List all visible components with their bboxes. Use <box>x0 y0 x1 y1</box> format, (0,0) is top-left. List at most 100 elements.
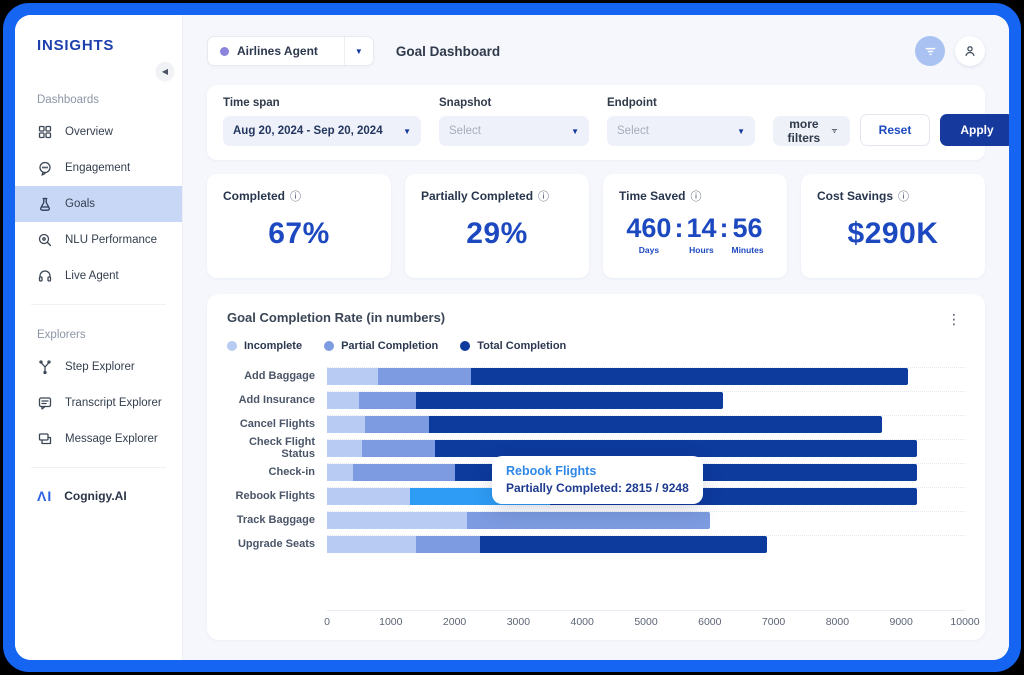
info-icon[interactable]: ⓘ <box>690 191 702 203</box>
category-label: Rebook Flights <box>235 490 315 502</box>
bar-segment-total-completion[interactable] <box>480 535 768 553</box>
x-axis-tick: 8000 <box>825 616 850 628</box>
category-label: Upgrade Seats <box>237 538 315 550</box>
sidebar-item-cognigy[interactable]: ΛI Cognigy.AI <box>15 478 182 514</box>
colon: : <box>719 213 729 243</box>
bar-segment-incomplete[interactable] <box>327 535 417 553</box>
bar-segment-incomplete[interactable] <box>327 415 366 433</box>
x-axis-tick: 5000 <box>634 616 658 628</box>
sidebar-item-label: Message Explorer <box>65 433 158 445</box>
chevron-down-icon: ▼ <box>737 126 745 136</box>
x-axis-tick: 2000 <box>442 616 467 628</box>
bar-segment-partial-completion[interactable] <box>352 463 455 481</box>
bar-segment-partial-completion[interactable] <box>365 415 430 433</box>
sidebar-collapse-button[interactable]: ◀ <box>156 62 174 80</box>
sidebar-item-message-explorer[interactable]: Message Explorer <box>15 421 182 457</box>
funnel-icon <box>831 129 837 133</box>
time-hours-value: 14 <box>686 213 717 243</box>
filters-panel: Time span Aug 20, 2024 - Sep 20, 2024 ▼ … <box>207 85 1009 160</box>
bar-segment-incomplete[interactable] <box>327 391 359 409</box>
bar-segment-incomplete[interactable] <box>327 439 363 457</box>
sidebar-item-label: Live Agent <box>65 270 119 282</box>
tooltip-text: Partially Completed: 2815 / 9248 <box>506 481 689 495</box>
bar-segment-incomplete[interactable] <box>327 511 468 529</box>
bar-segment-partial-completion[interactable] <box>378 367 471 385</box>
kpi-card-time-saved: Time Saved ⓘ 460 Days : 14 Hours : 56 Minute… <box>603 174 787 278</box>
branch-icon <box>39 360 51 375</box>
kebab-menu-icon[interactable]: ⋮ <box>947 311 961 327</box>
snapshot-label: Snapshot <box>439 97 492 109</box>
chart-card: Goal Completion Rate (in numbers) ⋮ Inco… <box>207 294 985 640</box>
sidebar-item-nlu-performance[interactable]: NLU Performance <box>15 222 182 258</box>
page-title: Goal Dashboard <box>395 43 501 59</box>
time-saved-value: 460 Days : 14 Hours : 56 Minutes <box>626 213 763 255</box>
sidebar-item-live-agent[interactable]: Live Agent <box>15 258 182 294</box>
snapshot-select[interactable]: Select ▼ <box>439 116 589 146</box>
sidebar-item-step-explorer[interactable]: Step Explorer <box>15 349 182 385</box>
bar-segment-partial-completion[interactable] <box>467 511 710 529</box>
bar-segment-partial-completion[interactable] <box>362 439 436 457</box>
app-window: INSIGHTS ◀ Dashboards Overview Engagement G… <box>15 15 1009 660</box>
agent-status-dot <box>220 46 229 56</box>
kpi-value: 29% <box>466 217 528 250</box>
bar-track <box>327 535 965 553</box>
bar-track <box>327 511 965 529</box>
time-minutes-value: 56 <box>732 213 763 243</box>
chevron-down-icon: ▼ <box>403 126 411 136</box>
sidebar-item-transcript-explorer[interactable]: Transcript Explorer <box>15 385 182 421</box>
info-icon[interactable]: ⓘ <box>898 191 910 203</box>
sidebar-item-label: NLU Performance <box>65 234 158 246</box>
sidebar: INSIGHTS ◀ Dashboards Overview Engagement G… <box>15 15 183 660</box>
bar-segment-total-completion[interactable] <box>429 415 883 433</box>
divider <box>31 467 166 468</box>
legend-item-partial-completion[interactable]: Partial Completion <box>324 340 438 352</box>
apply-button[interactable]: Apply <box>940 114 1009 146</box>
transcript-icon <box>38 397 52 410</box>
reset-button[interactable]: Reset <box>859 114 931 146</box>
x-axis-tick: 6000 <box>698 616 722 628</box>
x-axis-tick: 9000 <box>889 616 913 628</box>
chart-legend: Incomplete Partial Completion Total Comple… <box>227 340 965 352</box>
category-label: Add Insurance <box>238 394 315 406</box>
bar-segment-incomplete[interactable] <box>327 487 410 505</box>
filter-button[interactable] <box>915 36 945 66</box>
more-filters-label: more filters <box>787 117 821 145</box>
user-account-button[interactable] <box>955 36 985 66</box>
legend-label: Total Completion <box>477 340 567 352</box>
bar-segment-partial-completion[interactable] <box>416 535 481 553</box>
endpoint-select[interactable]: Select ▼ <box>607 116 755 146</box>
legend-dot <box>324 341 335 351</box>
chart-plot: Rebook Flights Partially Completed: 2815… <box>227 364 965 604</box>
chevron-down-icon: ▼ <box>354 46 363 56</box>
info-icon[interactable]: ⓘ <box>538 191 550 203</box>
legend-item-incomplete[interactable]: Incomplete <box>227 340 302 352</box>
bar-segment-partial-completion[interactable] <box>358 391 417 409</box>
time-span-select[interactable]: Aug 20, 2024 - Sep 20, 2024 ▼ <box>223 116 421 146</box>
bar-track <box>327 439 965 457</box>
info-icon[interactable]: ⓘ <box>290 191 302 203</box>
x-axis: 0 1000 2000 3000 4000 5000 6000 7000 8000 9000 100… <box>227 610 980 628</box>
divider <box>31 304 166 305</box>
bar-segment-total-completion[interactable] <box>435 439 918 457</box>
legend-label: Incomplete <box>244 340 303 352</box>
x-axis-tick: 10000 <box>950 616 980 628</box>
agent-selector[interactable]: Airlines Agent ▼ <box>207 36 374 66</box>
kpi-value: $290K <box>847 217 939 250</box>
headset-icon <box>38 270 52 282</box>
legend-item-total-completion[interactable]: Total Completion <box>460 340 566 352</box>
sidebar-item-overview[interactable]: Overview <box>15 114 182 150</box>
bar-segment-incomplete[interactable] <box>327 367 379 385</box>
brand-logo: INSIGHTS <box>37 37 115 54</box>
sidebar-item-engagement[interactable]: Engagement <box>15 150 182 186</box>
bar-segment-incomplete[interactable] <box>327 463 353 481</box>
x-axis-tick: 4000 <box>570 616 594 628</box>
category-label: Track Baggage <box>236 514 315 526</box>
bar-segment-total-completion[interactable] <box>470 367 908 385</box>
more-filters-button[interactable]: more filters <box>773 116 850 146</box>
chevron-left-icon: ◀ <box>161 66 169 76</box>
sidebar-item-goals[interactable]: Goals <box>15 186 182 222</box>
kpi-value: 67% <box>268 217 330 250</box>
time-minutes-unit: Minutes <box>731 245 764 255</box>
bar-segment-total-completion[interactable] <box>416 391 723 409</box>
time-days-unit: Days <box>638 245 660 255</box>
